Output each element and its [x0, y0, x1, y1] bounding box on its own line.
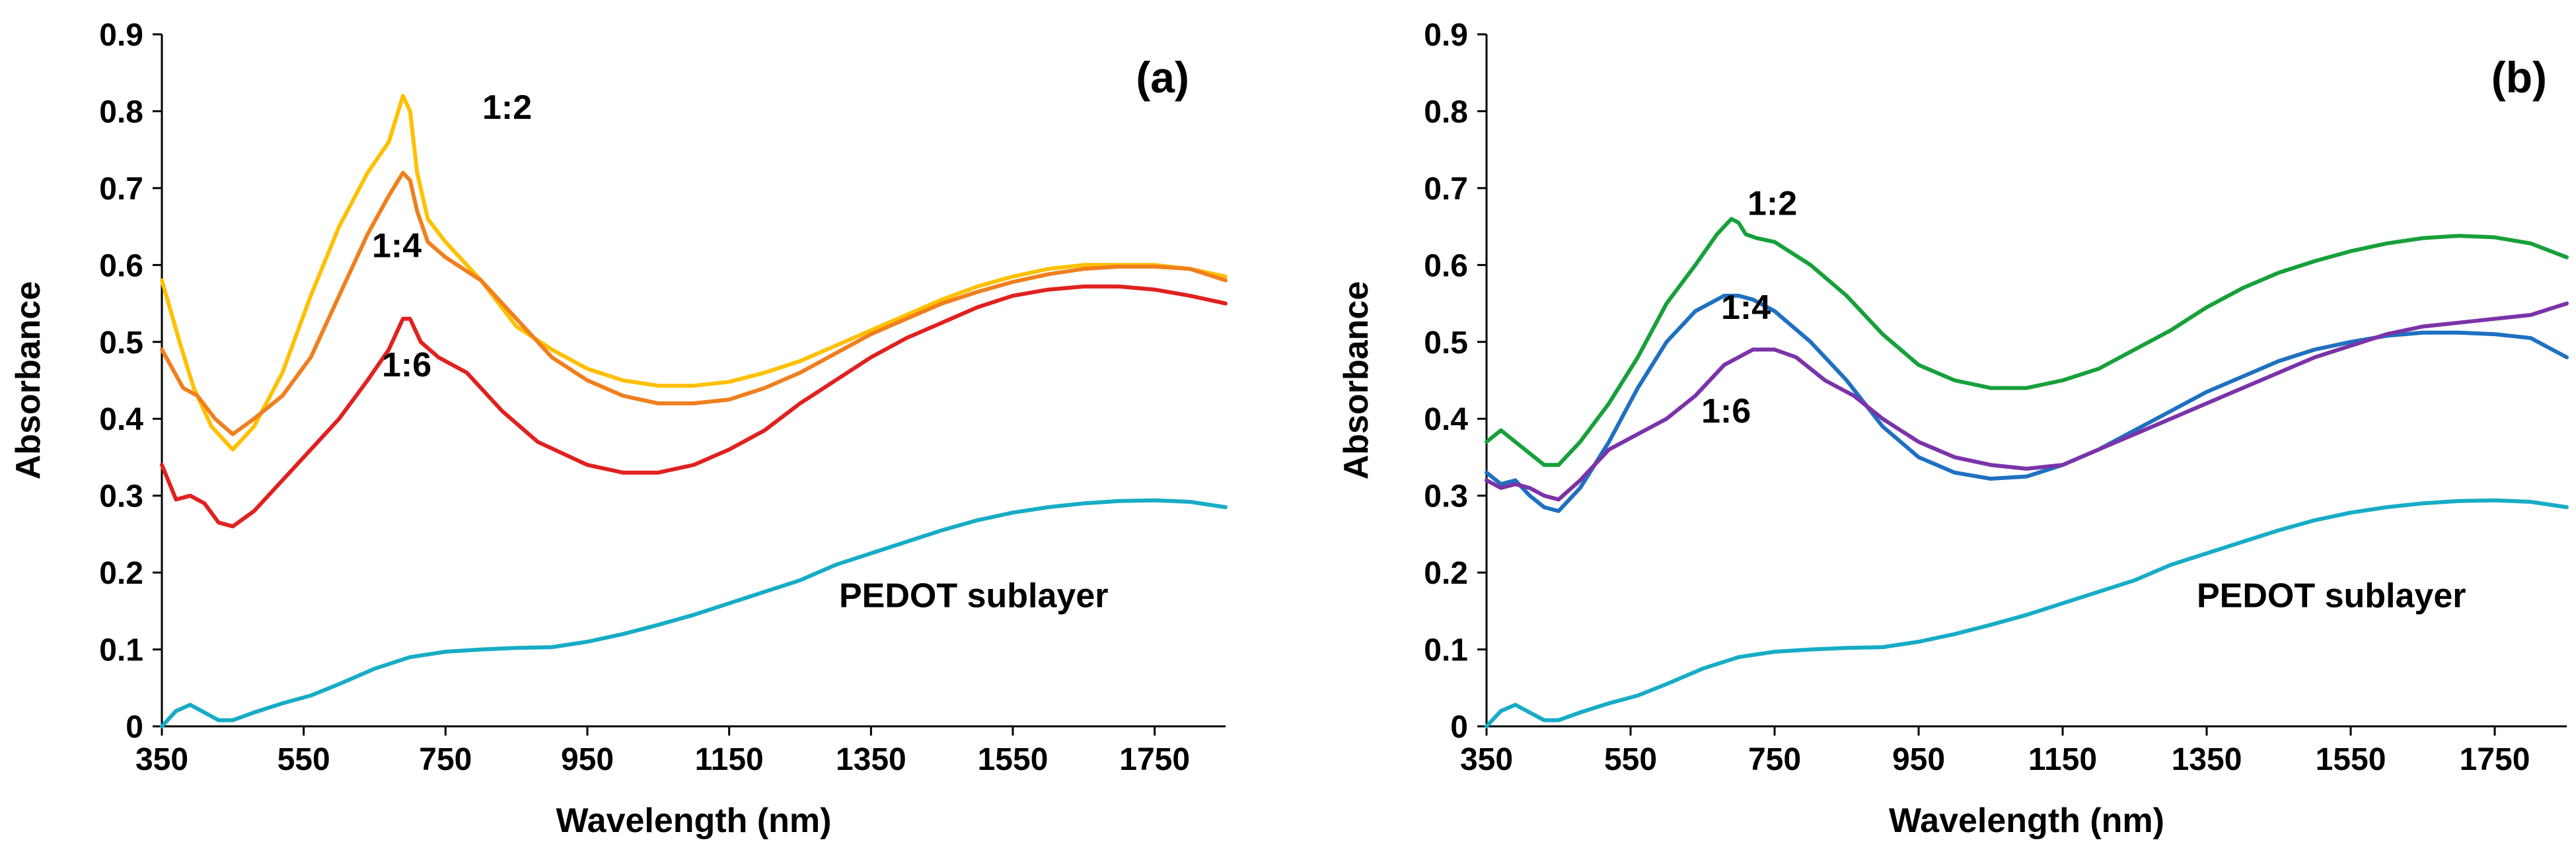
series-label-pedot-sublayer: PEDOT sublayer [839, 577, 1108, 615]
x-tick-label: 550 [1604, 742, 1657, 777]
y-tick-label: 0.7 [99, 172, 143, 207]
panel-label: (a) [1136, 53, 1189, 102]
y-tick-label: 0.9 [99, 18, 143, 53]
y-tick-label: 0.2 [1424, 556, 1468, 591]
y-tick-label: 0.1 [99, 633, 143, 668]
series-label-pedot-sublayer: PEDOT sublayer [2197, 577, 2466, 615]
y-axis-title: Absorbance [9, 281, 48, 480]
x-tick-label: 750 [419, 742, 472, 777]
x-tick-label: 750 [1748, 742, 1801, 777]
x-tick-label: 1750 [1119, 742, 1190, 777]
y-tick-label: 0.3 [99, 479, 143, 514]
y-tick-label: 0 [126, 710, 143, 745]
x-tick-label: 1750 [2460, 742, 2530, 777]
x-tick-label: 350 [1460, 742, 1513, 777]
y-tick-label: 0.6 [99, 248, 143, 283]
x-tick-label: 550 [277, 742, 330, 777]
y-tick-label: 0.6 [1424, 248, 1468, 283]
series-label-1-4: 1:4 [372, 227, 422, 265]
series-label-1-4: 1:4 [1721, 289, 1771, 327]
x-tick-label: 1550 [978, 742, 1049, 777]
y-tick-label: 0.8 [1424, 94, 1468, 129]
y-tick-label: 0.9 [1424, 18, 1468, 53]
y-tick-label: 0.7 [1424, 172, 1468, 207]
y-tick-label: 0 [1450, 710, 1468, 745]
y-tick-label: 0.4 [99, 402, 143, 437]
x-tick-label: 1350 [2172, 742, 2242, 777]
x-axis-title: Wavelength (nm) [1889, 802, 2164, 840]
y-tick-label: 0.3 [1424, 479, 1468, 514]
y-tick-label: 0.5 [99, 326, 143, 361]
chart-panel-a: 0 0.1 0.2 0.3 0.4 0.5 0.6 0.7 0.8 0.9 350 550 750 950… [9, 18, 1228, 840]
series-line-pedot-sublayer [1485, 498, 2569, 728]
series-line-1-6 [1485, 301, 2569, 502]
x-tick-label: 1550 [2316, 742, 2386, 777]
series-line-1-4 [1485, 293, 2569, 513]
series-line-pedot-sublayer [160, 498, 1228, 728]
y-tick-label: 0.4 [1424, 402, 1468, 437]
series-label-1-2: 1:2 [482, 88, 532, 127]
y-tick-label: 0.2 [99, 556, 143, 591]
chart-panel-b: 0 0.1 0.2 0.3 0.4 0.5 0.6 0.7 0.8 0.9 350 550 750 950… [1337, 18, 2569, 840]
series-label-1-6: 1:6 [1701, 392, 1751, 431]
x-axis-title: Wavelength (nm) [556, 802, 832, 840]
series-line-1-6 [160, 284, 1228, 529]
y-axis-title: Absorbance [1337, 281, 1376, 480]
x-tick-label: 1350 [836, 742, 906, 777]
panel-label: (b) [2491, 53, 2547, 102]
y-tick-label: 0.1 [1424, 633, 1468, 668]
x-tick-label: 950 [561, 742, 614, 777]
series-line-1-2 [1485, 217, 2569, 467]
x-tick-label: 1150 [2028, 742, 2097, 777]
series-line-1-4 [160, 170, 1228, 436]
x-tick-label: 950 [1892, 742, 1945, 777]
y-tick-label: 0.5 [1424, 326, 1468, 361]
x-tick-label: 1150 [695, 742, 764, 777]
x-tick-label: 350 [135, 742, 188, 777]
series-label-1-2: 1:2 [1748, 185, 1797, 223]
y-tick-label: 0.8 [99, 94, 143, 129]
series-label-1-6: 1:6 [382, 346, 431, 384]
series-line-1-2 [160, 94, 1228, 452]
